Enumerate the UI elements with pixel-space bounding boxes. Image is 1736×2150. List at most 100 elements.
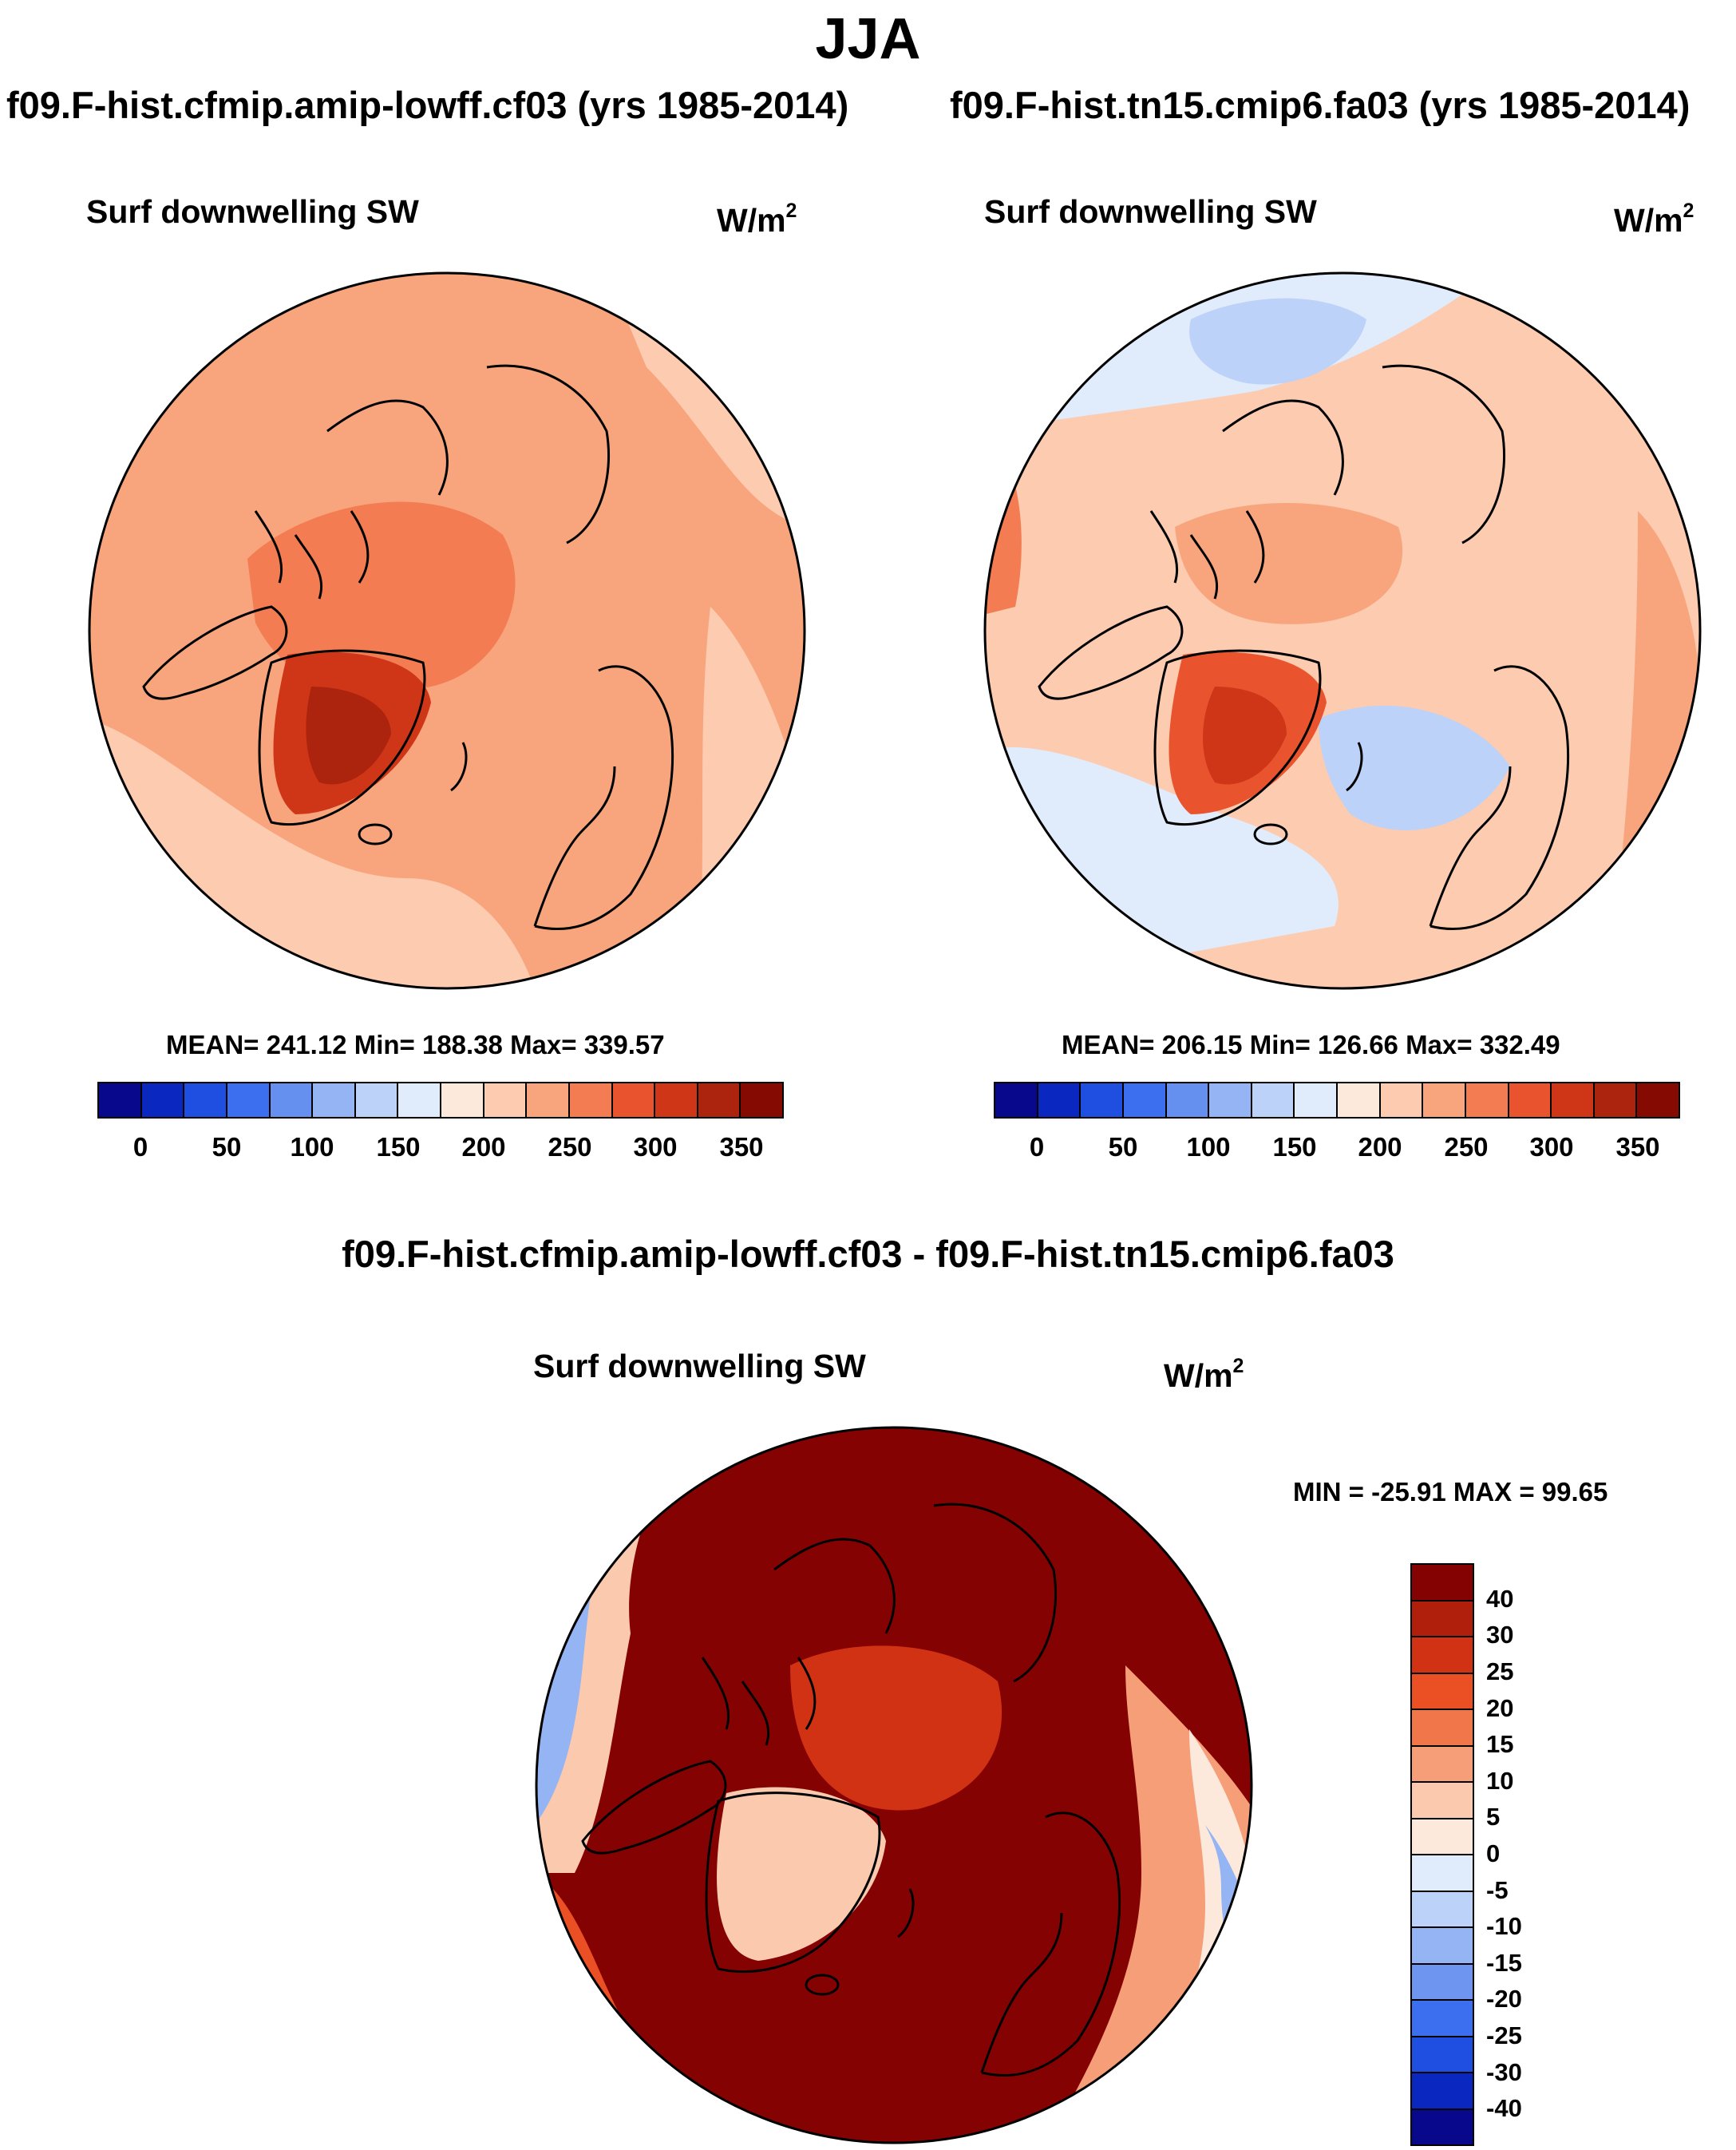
diff-colorbar-bin <box>1412 2109 1473 2144</box>
diff-colorbar-tick: 10 <box>1486 1767 1514 1795</box>
panel-1-colorbar-bin <box>184 1083 227 1117</box>
panel-1-field-central-arctic <box>247 501 516 693</box>
panel-2-colorbar-bin <box>1465 1083 1509 1117</box>
figure-title: JJA <box>815 7 921 71</box>
panel-1-colorbar <box>97 1082 784 1119</box>
panel-1-colorbar-bin <box>270 1083 314 1117</box>
diff-colorbar-bin <box>1412 1819 1473 1855</box>
panel-2-colorbar-ticks: 0 50 100 150 200 250 300 350 <box>0 1132 1736 1164</box>
panel-1-colorbar-bin <box>398 1083 441 1117</box>
diff-colorbar-bin <box>1412 1783 1473 1819</box>
panel-1-colorbar-bin <box>527 1083 570 1117</box>
panel-2-colorbar-tick: 350 <box>1615 1132 1660 1162</box>
panel-2-case-title: f09.F-hist.tn15.cmip6.fa03 (yrs 1985-201… <box>950 84 1691 126</box>
panel-1-field-greenland-core <box>306 687 391 785</box>
panel-1-polar-map <box>88 271 806 990</box>
diff-colorbar-tick: 20 <box>1486 1694 1514 1722</box>
diff-colorbar-tick: -5 <box>1486 1876 1509 1904</box>
diff-colorbar-tick: 25 <box>1486 1657 1514 1685</box>
panel-1-colorbar-tick: 300 <box>633 1132 678 1162</box>
panel-2-colorbar <box>994 1082 1680 1119</box>
diff-colorbar-bin <box>1412 2001 1473 2037</box>
panel-2-colorbar-tick: 150 <box>1272 1132 1317 1162</box>
panel-2-variable-label: Surf downwelling SW <box>984 193 1317 230</box>
panel-2-coastlines <box>1038 364 1570 931</box>
diff-colorbar-tick: -30 <box>1486 2058 1522 2086</box>
diff-colorbar-tick: -15 <box>1486 1949 1522 1977</box>
panel-1-colorbar-tick: 0 <box>132 1132 148 1162</box>
panel-2-colorbar-bin <box>1209 1083 1252 1117</box>
panel-1-units: W/m2 <box>717 200 797 239</box>
panel-1-colorbar-bin <box>655 1083 698 1117</box>
panel-2-colorbar-bin <box>1380 1083 1424 1117</box>
panel-2-stats: MEAN= 206.15 Min= 126.66 Max= 332.49 <box>1062 1030 1560 1059</box>
panel-2-colorbar-tick: 50 <box>1108 1132 1138 1162</box>
panel-2-colorbar-bin <box>1637 1083 1679 1117</box>
diff-field-central-arctic <box>790 1645 1002 1811</box>
diff-colorbar-bin <box>1412 2037 1473 2073</box>
panel-1-colorbar-bin <box>441 1083 484 1117</box>
panel-1-colorbar-bin <box>698 1083 741 1117</box>
panel-2-colorbar-bin <box>1509 1083 1552 1117</box>
diff-colorbar-bin <box>1412 1746 1473 1783</box>
panel-2-colorbar-bin <box>995 1083 1038 1117</box>
panel-2-colorbar-bin <box>1423 1083 1466 1117</box>
panel-2-colorbar-tick: 200 <box>1358 1132 1402 1162</box>
panel-2-colorbar-bin <box>1552 1083 1595 1117</box>
panel-1-colorbar-ticks: 0 50 100 150 200 250 300 350 <box>0 1132 878 1164</box>
panel-1-coastlines <box>142 364 674 931</box>
panel-1-colorbar-bin <box>355 1083 399 1117</box>
panel-1-colorbar-bin <box>99 1083 142 1117</box>
panel-2-colorbar-bin <box>1252 1083 1295 1117</box>
diff-units: W/m2 <box>1164 1355 1244 1394</box>
diff-colorbar-tick: -10 <box>1486 1912 1522 1940</box>
diff-colorbar-bin <box>1412 1891 1473 1928</box>
diff-field-greenland <box>717 1787 886 1961</box>
diff-stats: MIN = -25.91 MAX = 99.65 <box>1293 1477 1608 1507</box>
panel-2-colorbar-bin <box>1123 1083 1167 1117</box>
diff-colorbar-bin <box>1412 1565 1473 1602</box>
panel-2-colorbar-tick: 0 <box>1029 1132 1045 1162</box>
panel-2-field-central-arctic <box>1175 503 1403 624</box>
panel-1-case-title: f09.F-hist.cfmip.amip-lowff.cf03 (yrs 19… <box>6 84 849 126</box>
diff-colorbar-bin <box>1412 1601 1473 1637</box>
diff-colorbar-tick: -25 <box>1486 2021 1522 2049</box>
panel-2-colorbar-tick: 250 <box>1444 1132 1489 1162</box>
diff-colorbar-tick: 30 <box>1486 1621 1514 1649</box>
panel-1-colorbar-bin <box>741 1083 782 1117</box>
diff-variable-label: Surf downwelling SW <box>533 1348 866 1384</box>
panel-1-colorbar-tick: 350 <box>719 1132 764 1162</box>
panel-2-field-north-atlantic <box>1319 705 1510 830</box>
panel-1-colorbar-bin <box>612 1083 656 1117</box>
panel-2-colorbar-bin <box>1081 1083 1124 1117</box>
diff-colorbar-tick: 15 <box>1486 1730 1514 1758</box>
diff-colorbar-bin <box>1412 1673 1473 1710</box>
panel-2-field-greenland-core <box>1203 687 1287 785</box>
diff-colorbar-bin <box>1412 1964 1473 2001</box>
panel-1-colorbar-tick: 50 <box>212 1132 242 1162</box>
panel-1-stats: MEAN= 241.12 Min= 188.38 Max= 339.57 <box>166 1030 665 1059</box>
panel-2-units: W/m2 <box>1614 200 1694 239</box>
panel-1-variable-label: Surf downwelling SW <box>86 193 419 230</box>
panel-2-colorbar-bin <box>1594 1083 1638 1117</box>
diff-colorbar <box>1410 1563 1474 2146</box>
diff-colorbar-tick: 5 <box>1486 1803 1501 1831</box>
panel-2-field-pacific-blue <box>1189 298 1366 385</box>
diff-colorbar-ticks: 40 30 25 20 15 10 5 0 -5 -10 -15 -20 -25… <box>1486 1563 1614 2146</box>
diff-polar-map <box>535 1426 1253 2144</box>
panel-2-colorbar-tick: 300 <box>1529 1132 1574 1162</box>
panel-2-colorbar-bin <box>1166 1083 1210 1117</box>
diff-case-title: f09.F-hist.cfmip.amip-lowff.cf03 - f09.F… <box>342 1233 1394 1275</box>
panel-2-colorbar-bin <box>1038 1083 1082 1117</box>
diff-colorbar-tick: 0 <box>1486 1839 1501 1867</box>
panel-2-map-border <box>983 271 1702 990</box>
panel-1-colorbar-bin <box>313 1083 356 1117</box>
panel-2-colorbar-bin <box>1295 1083 1338 1117</box>
diff-colorbar-tick: 40 <box>1486 1585 1514 1613</box>
panel-2-polar-map <box>983 271 1702 990</box>
diff-colorbar-bin <box>1412 1710 1473 1747</box>
diff-colorbar-bin <box>1412 1637 1473 1674</box>
diff-map-border <box>535 1426 1253 2144</box>
panel-1-map-border <box>88 271 806 990</box>
panel-1-colorbar-bin <box>569 1083 613 1117</box>
